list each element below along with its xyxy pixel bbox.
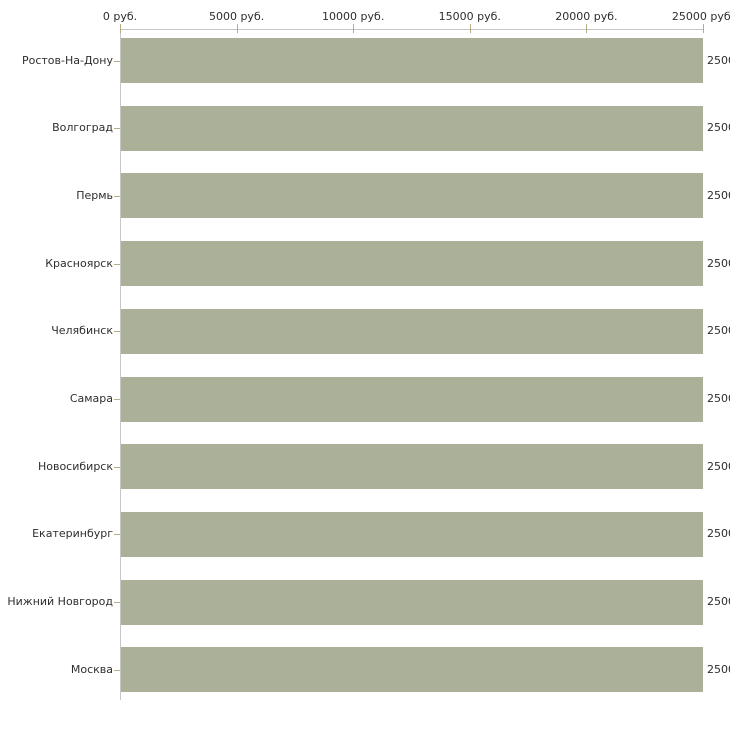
- category-label: Москва: [70, 662, 113, 676]
- category-tick: [114, 399, 120, 400]
- bar: [121, 511, 703, 557]
- x-axis-tick: [703, 24, 704, 33]
- category-label: Самара: [69, 392, 113, 405]
- bar: [121, 308, 703, 354]
- category-tick: [114, 128, 120, 130]
- category-label: Нижний Новгород: [7, 595, 113, 609]
- x-axis-tick: [120, 24, 121, 33]
- x-tick-label: 10000 руб.: [322, 10, 385, 23]
- bar-value-label: 25000 руб.: [707, 256, 730, 270]
- bar: [121, 376, 703, 422]
- bar: [121, 105, 703, 151]
- x-axis-tick: [236, 24, 238, 33]
- category-tick: [114, 331, 120, 333]
- bar-value-label: 25000 руб.: [707, 392, 730, 405]
- bar-value-label: 25000 руб.: [707, 459, 730, 473]
- category-tick: [114, 263, 120, 265]
- x-tick-label: 0 руб.: [102, 10, 138, 23]
- x-axis-line: [120, 29, 703, 30]
- x-axis-tick: [353, 24, 355, 33]
- category-label: Новосибирск: [37, 459, 113, 473]
- x-axis-tick: [586, 24, 588, 33]
- bar-value-label: 25000 руб.: [707, 595, 730, 609]
- bar-value-label: 25000 руб.: [707, 527, 730, 541]
- bar: [121, 444, 703, 490]
- x-tick-label: 5000 руб.: [208, 10, 265, 23]
- category-label: Ростов-На-Дону: [21, 53, 113, 67]
- category-tick: [114, 60, 120, 62]
- category-label: Волгоград: [52, 121, 113, 135]
- bar-value-label: 25000 руб.: [707, 53, 730, 67]
- category-label: Пермь: [76, 188, 113, 202]
- category-label: Екатеринбург: [32, 527, 113, 541]
- category-tick: [114, 669, 120, 671]
- category-tick: [114, 534, 120, 536]
- x-tick-label: 20000 руб.: [555, 10, 618, 23]
- category-tick: [114, 195, 120, 197]
- bar-value-label: 25000 руб.: [707, 188, 730, 202]
- bar-value-label: 25000 руб.: [707, 324, 730, 338]
- bar: [121, 173, 703, 219]
- category-tick: [114, 602, 120, 604]
- x-tick-label: 15000 руб.: [438, 10, 501, 23]
- y-axis-line: [120, 29, 121, 700]
- category-tick: [114, 466, 120, 468]
- bar: [121, 241, 703, 287]
- category-label: Красноярск: [45, 256, 113, 270]
- bar: [121, 38, 703, 83]
- bar-value-label: 25000 руб.: [707, 121, 730, 135]
- bar-value-label: 25000 руб.: [707, 662, 730, 676]
- bar: [121, 579, 703, 625]
- bar: [121, 647, 703, 693]
- x-tick-label: 25000 руб.: [671, 10, 730, 23]
- x-axis-tick: [469, 24, 471, 33]
- category-label: Челябинск: [51, 324, 113, 338]
